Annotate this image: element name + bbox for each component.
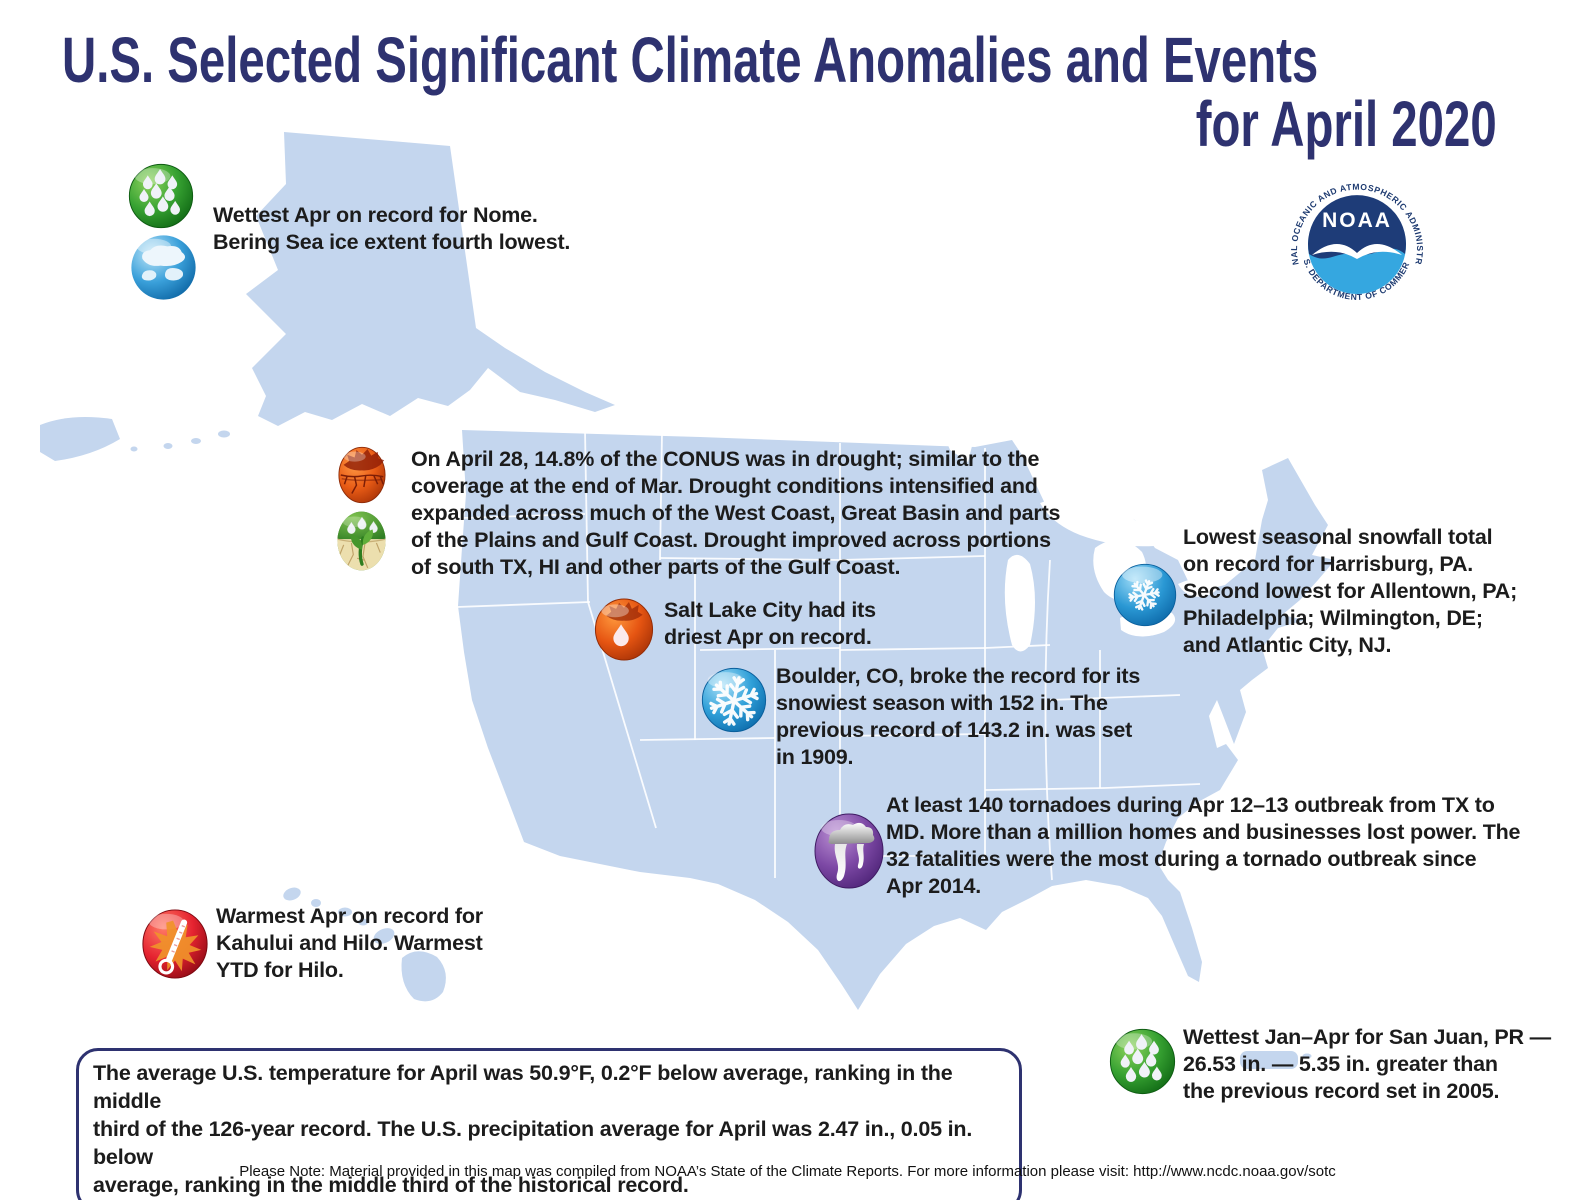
alaska — [246, 132, 615, 426]
vegetation-icon — [337, 511, 386, 571]
aleutian-island — [163, 443, 173, 449]
annotation-boulder: Boulder, CO, broke the record for its sn… — [776, 664, 1141, 769]
lake-michigan — [1004, 554, 1035, 652]
footer-note: Please Note: Material provided in this m… — [239, 1163, 1336, 1180]
annotation-salt-lake-city: Salt Lake City had its driest Apr on rec… — [664, 598, 876, 649]
rain-icon — [128, 163, 194, 229]
logo-acronym: NOAA — [1322, 209, 1392, 232]
siberia-fragment — [40, 417, 120, 461]
drought-icon — [338, 446, 386, 504]
aleutian-island — [218, 430, 230, 438]
rain-icon — [1109, 1028, 1176, 1095]
snowflake-icon — [701, 667, 767, 733]
lake-superior — [1040, 497, 1154, 547]
summary-text: The average U.S. temperature for April w… — [93, 1061, 973, 1197]
seagull-icon — [1312, 243, 1402, 259]
dryness-icon — [594, 598, 654, 661]
annotation-tornado: At least 140 tornadoes during Apr 12–13 … — [886, 793, 1521, 898]
snowflake-icon — [1113, 563, 1177, 627]
annotation-puerto-rico: Wettest Jan–Apr for San Juan, PR — 26.53… — [1183, 1025, 1551, 1103]
aleutian-island — [191, 438, 201, 444]
annotation-hawaii: Warmest Apr on record for Kahului and Hi… — [216, 904, 483, 982]
lake-ontario — [1178, 578, 1218, 597]
tornado-icon — [814, 813, 884, 889]
summary-box: The average U.S. temperature for April w… — [76, 1048, 1022, 1200]
puerto-rico — [1240, 1051, 1312, 1069]
heat-icon — [142, 909, 208, 979]
noaa-logo: NATIONAL OCEANIC AND ATMOSPHERIC ADMINIS… — [1282, 170, 1431, 319]
lake-notch — [942, 430, 976, 462]
hawaii — [283, 887, 446, 1002]
aleutian-island — [130, 446, 138, 452]
state-borders — [456, 429, 1201, 881]
annotation-drought: On April 28, 14.8% of the CONUS was in d… — [411, 447, 1061, 579]
sea-ice-icon — [131, 235, 196, 300]
annotation-alaska: Wettest Apr on record for Nome. Bering S… — [213, 203, 571, 254]
page-title-line2: for April 2020 — [1196, 88, 1497, 160]
page-title-line1: U.S. Selected Significant Climate Anomal… — [62, 24, 1319, 96]
annotation-northeast: Lowest seasonal snowfall total on record… — [1183, 525, 1518, 657]
